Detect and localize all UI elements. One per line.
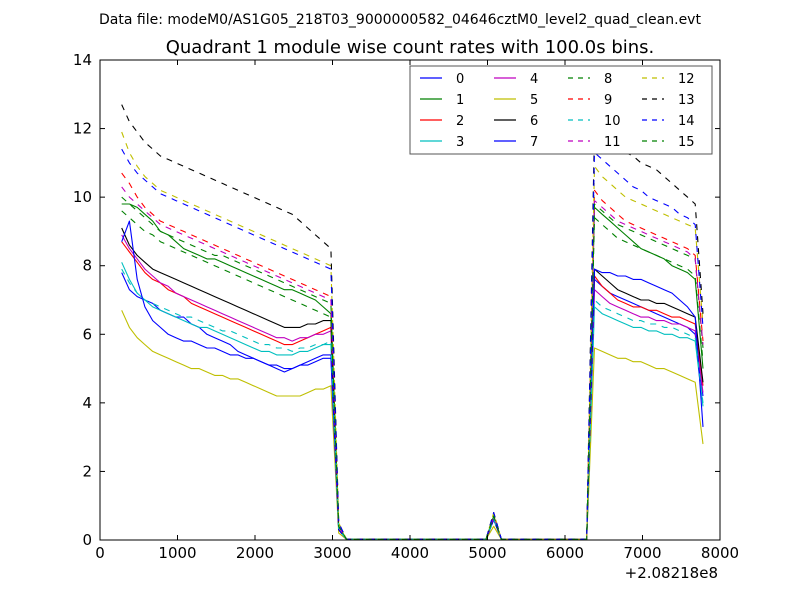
x-tick-label: 4000 (391, 544, 429, 562)
legend-label-13: 13 (678, 93, 695, 108)
y-tick-label: 14 (73, 51, 92, 69)
legend-label-3: 3 (456, 135, 464, 150)
legend-label-2: 2 (456, 114, 464, 129)
y-tick-label: 10 (73, 188, 92, 206)
series-line-7 (121, 220, 704, 540)
legend-label-8: 8 (604, 72, 612, 87)
series-line-0 (121, 272, 704, 540)
series-line-2 (121, 241, 704, 540)
series-line-5 (121, 310, 704, 540)
legend-label-14: 14 (678, 114, 695, 129)
series-line-3 (121, 262, 704, 540)
legend-label-6: 6 (530, 114, 538, 129)
x-tick-label: 6000 (546, 544, 584, 562)
legend-label-4: 4 (530, 72, 538, 87)
y-tick-label: 6 (82, 325, 92, 343)
chart-title: Quadrant 1 module wise count rates with … (166, 37, 655, 58)
legend-label-12: 12 (678, 72, 695, 87)
x-tick-label: 1000 (158, 544, 196, 562)
y-tick-label: 0 (82, 531, 92, 549)
series-line-4 (121, 234, 704, 540)
x-tick-label: 5000 (468, 544, 506, 562)
legend-label-10: 10 (604, 114, 621, 129)
legend-label-7: 7 (530, 135, 538, 150)
series-layer (121, 104, 704, 540)
legend-label-11: 11 (604, 135, 621, 150)
x-tick-label: 8000 (701, 544, 739, 562)
series-line-10 (121, 268, 704, 540)
x-tick-label: 7000 (623, 544, 661, 562)
x-tick-label: 3000 (313, 544, 351, 562)
y-tick-label: 2 (82, 462, 92, 480)
series-line-1 (121, 203, 704, 540)
legend-label-9: 9 (604, 93, 612, 108)
y-tick-label: 8 (82, 257, 92, 275)
series-line-11 (121, 186, 704, 540)
y-tick-label: 12 (73, 120, 92, 138)
x-tick-label: 0 (95, 544, 105, 562)
axis-ticks: 0 1000 2000 3000 4000 5000 6000 7000 80000246810… (73, 51, 739, 562)
x-offset-label: +2.08218e8 (625, 564, 718, 582)
legend-label-15: 15 (678, 135, 695, 150)
series-line-12 (121, 131, 704, 540)
series-line-15 (121, 210, 704, 540)
legend-label-0: 0 (456, 72, 464, 87)
legend-label-5: 5 (530, 93, 538, 108)
y-tick-label: 4 (82, 394, 92, 412)
legend-frame (409, 65, 713, 155)
figure-suptitle: Data file: modeM0/AS1G05_218T03_90000005… (99, 12, 701, 28)
x-tick-label: 2000 (236, 544, 274, 562)
series-line-9 (121, 172, 704, 540)
series-line-14 (121, 148, 704, 540)
series-line-8 (121, 196, 704, 540)
series-line-13 (121, 104, 704, 540)
legend-label-1: 1 (456, 93, 464, 108)
